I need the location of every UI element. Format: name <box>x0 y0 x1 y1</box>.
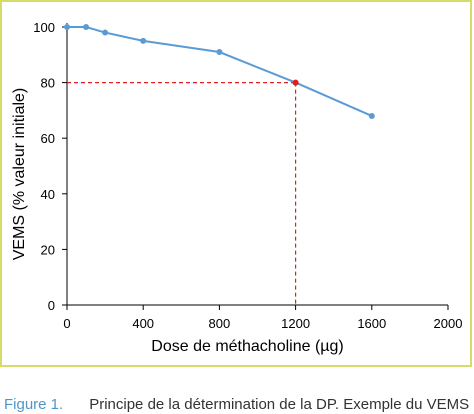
x-tick-label: 800 <box>209 316 231 331</box>
x-tick-label: 1200 <box>281 316 310 331</box>
caption-label: Figure 1. <box>4 396 64 413</box>
line-chart: 0 20 40 60 80 100 0 400 800 1200 1600 2000 Dose de … <box>11 20 462 355</box>
x-tick-label: 400 <box>132 316 154 331</box>
tick-labels: 0 20 40 60 80 100 0 400 800 1200 1600 2000 <box>33 20 462 331</box>
y-tick-label: 80 <box>41 76 55 91</box>
figure-caption: Figure 1. Principe de la détermination de… <box>4 396 469 414</box>
series-line <box>67 26 373 117</box>
y-tick-label: 60 <box>41 131 55 146</box>
data-point <box>83 24 90 30</box>
y-tick-label: 100 <box>33 20 55 35</box>
data-point <box>216 49 223 56</box>
axes <box>62 23 449 310</box>
x-tick-label: 2000 <box>434 316 463 331</box>
highlight-point <box>292 79 299 86</box>
data-point <box>368 112 375 119</box>
y-tick-label: 40 <box>41 187 55 202</box>
y-tick-label: 0 <box>48 298 55 313</box>
data-point <box>140 37 147 44</box>
series <box>64 24 375 119</box>
y-axis-title: VEMS (% valeur initiale) <box>11 88 28 261</box>
data-point <box>102 29 109 36</box>
y-tick-label: 20 <box>41 242 55 257</box>
x-axis-title: Dose de méthacholine (µg) <box>151 338 343 355</box>
x-tick-label: 0 <box>63 316 70 331</box>
data-point <box>64 24 70 30</box>
reference-lines <box>67 81 297 305</box>
figure-frame <box>0 0 472 367</box>
x-tick-label: 1600 <box>357 316 386 331</box>
caption-text: Principe de la détermination de la DP. E… <box>89 396 470 413</box>
